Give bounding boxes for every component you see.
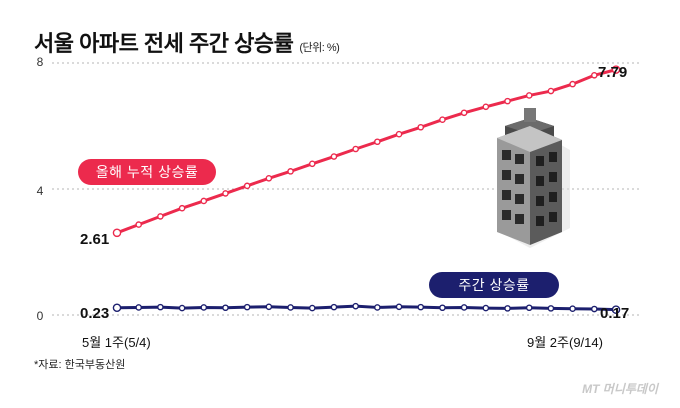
weekly-point-9 xyxy=(308,304,316,312)
weekly-series-line xyxy=(116,304,617,312)
weekly-point-0 xyxy=(112,303,122,313)
weekly-point-18 xyxy=(504,305,511,312)
x-end-label: 9월 2주(9/14) xyxy=(527,335,603,350)
cumulative-start-label: 2.61 xyxy=(80,231,110,248)
cumulative-series-line xyxy=(116,68,617,235)
legend-weekly: 주간 상승률 xyxy=(429,272,559,298)
cumulative-point-14 xyxy=(417,123,425,131)
weekly-point-17 xyxy=(482,304,490,312)
weekly-point-13 xyxy=(395,303,403,311)
weekly-point-1 xyxy=(135,304,142,311)
cumulative-point-0 xyxy=(112,228,122,238)
weekly-point-14 xyxy=(417,303,425,311)
cumulative-point-19 xyxy=(525,92,533,99)
cumulative-point-3 xyxy=(178,204,186,212)
cumulative-point-4 xyxy=(200,197,208,205)
cumulative-point-17 xyxy=(482,103,490,111)
weekly-point-16 xyxy=(460,304,468,311)
weekly-start-label: 0.23 xyxy=(80,305,110,322)
cumulative-point-5 xyxy=(222,190,229,197)
cumulative-point-2 xyxy=(157,213,164,220)
cumulative-point-1 xyxy=(135,221,142,228)
publisher-logo: MT 머니투데이 xyxy=(582,382,658,396)
weekly-point-20 xyxy=(547,305,555,312)
weekly-end-label: 0.17 xyxy=(600,305,630,322)
weekly-point-21 xyxy=(569,305,576,313)
cumulative-point-20 xyxy=(547,87,555,95)
cumulative-point-18 xyxy=(504,97,511,105)
y-tick-0: 0 xyxy=(36,309,44,323)
x-start-label: 5월 1주(5/4) xyxy=(82,335,151,350)
weekly-point-23 xyxy=(611,305,621,314)
cumulative-point-11 xyxy=(352,145,359,153)
cumulative-point-6 xyxy=(243,182,251,190)
weekly-point-10 xyxy=(330,303,338,311)
weekly-point-3 xyxy=(178,304,186,312)
weekly-point-5 xyxy=(222,304,229,312)
weekly-point-6 xyxy=(243,303,251,311)
cumulative-point-23 xyxy=(611,65,621,74)
weekly-point-19 xyxy=(525,304,533,312)
unit-label: (단위: %) xyxy=(299,42,340,54)
cumulative-end-label: 7.79 xyxy=(598,64,628,81)
apartment-building-icon xyxy=(497,108,570,248)
cumulative-point-16 xyxy=(460,109,468,117)
weekly-point-12 xyxy=(374,304,381,311)
weekly-point-11 xyxy=(352,302,359,310)
cumulative-point-8 xyxy=(287,168,294,175)
weekly-point-2 xyxy=(157,303,164,311)
weekly-point-7 xyxy=(265,303,273,311)
weekly-point-15 xyxy=(439,304,446,312)
cumulative-point-9 xyxy=(308,160,316,168)
weekly-point-4 xyxy=(200,304,208,311)
weekly-point-8 xyxy=(287,304,294,311)
cumulative-point-12 xyxy=(374,138,381,146)
source-note: *자료: 한국부동산원 xyxy=(34,359,126,371)
chart-title: 서울 아파트 전세 주간 상승률 (단위: %) xyxy=(34,31,340,56)
weekly-point-22 xyxy=(591,305,598,313)
cumulative-point-22 xyxy=(591,71,598,79)
cumulative-point-13 xyxy=(395,130,403,138)
cumulative-point-7 xyxy=(265,174,273,182)
cumulative-point-21 xyxy=(569,80,576,88)
legend-cumulative: 올해 누적 상승률 xyxy=(78,159,216,185)
y-tick-4: 4 xyxy=(36,184,44,198)
y-tick-8: 8 xyxy=(36,55,44,69)
cumulative-point-15 xyxy=(439,116,446,123)
cumulative-point-10 xyxy=(330,153,338,160)
